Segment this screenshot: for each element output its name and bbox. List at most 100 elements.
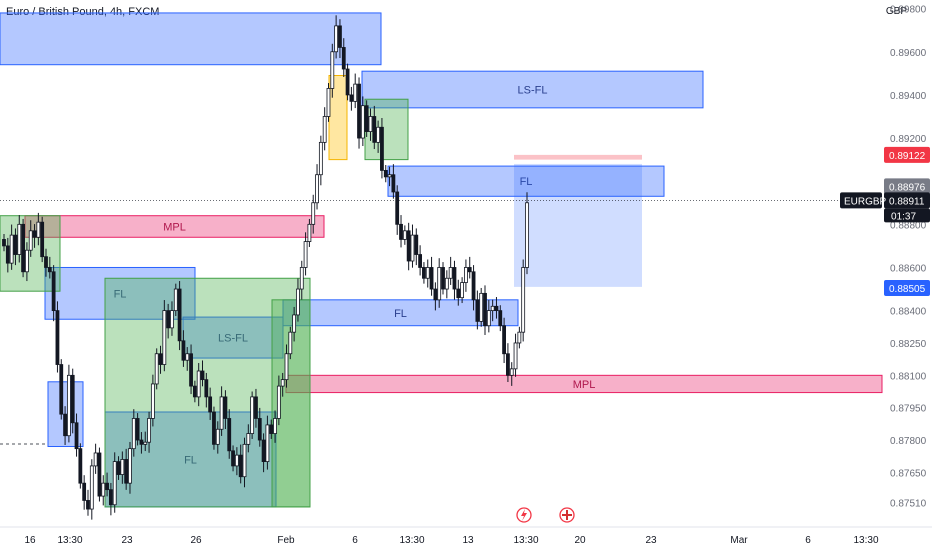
candle-body xyxy=(383,170,388,178)
y-tick-label: 0.89400 xyxy=(890,91,927,102)
candle-body xyxy=(170,310,174,329)
candle-body xyxy=(181,340,186,361)
currency-label: GBP xyxy=(885,6,907,17)
countdown-label: 01:37 xyxy=(891,211,916,222)
candle-body xyxy=(330,51,335,89)
candle-body xyxy=(425,267,430,279)
candle-body xyxy=(360,105,365,139)
candle-body xyxy=(227,418,232,452)
x-tick-label: 13:30 xyxy=(513,535,538,546)
candle-body xyxy=(288,331,293,355)
candle-body xyxy=(55,310,60,365)
candle-body xyxy=(74,422,79,450)
zone-yellow-14 xyxy=(328,74,348,161)
zone-label-5: FL xyxy=(394,308,407,320)
candle-body xyxy=(97,452,102,497)
zone-label-1: LS-FL xyxy=(518,85,548,97)
candle-body xyxy=(66,374,71,437)
x-tick-label: Mar xyxy=(730,535,748,546)
x-tick-label: 13:30 xyxy=(853,535,878,546)
y-tick-label: 0.87950 xyxy=(890,404,927,415)
candle-body xyxy=(185,353,190,361)
price-tag-label: 0.88505 xyxy=(889,284,926,295)
candle-body xyxy=(414,234,419,255)
candle-body xyxy=(490,305,495,312)
candle-body xyxy=(475,299,480,322)
candle-body xyxy=(234,454,239,467)
candle-body xyxy=(162,310,167,365)
candle-body xyxy=(93,452,98,467)
zone-blue-2 xyxy=(387,165,665,197)
x-tick-label: 16 xyxy=(24,535,36,546)
candle-body xyxy=(196,370,201,398)
candle-body xyxy=(212,411,216,445)
y-tick-label: 0.87510 xyxy=(890,499,927,510)
candle-body xyxy=(517,331,522,344)
candle-body xyxy=(292,314,297,333)
candle-body xyxy=(250,396,255,434)
candle-body xyxy=(204,379,209,398)
candle-body xyxy=(70,374,75,424)
zone-blue-1 xyxy=(361,70,704,109)
candle-body xyxy=(471,271,476,301)
candle-body xyxy=(139,439,144,445)
candle-body xyxy=(147,418,151,443)
candle-body xyxy=(452,267,457,290)
symbol-tag-label: EURGBP xyxy=(844,196,887,207)
candle-body xyxy=(486,310,491,327)
candle-body xyxy=(36,221,41,238)
candle-body xyxy=(59,364,64,415)
candle-body xyxy=(158,353,163,365)
candle-body xyxy=(120,459,125,475)
chart-title: Euro / British Pound, 4h, FXCM xyxy=(6,6,160,18)
candle-body xyxy=(464,267,468,283)
candle-body xyxy=(131,418,136,450)
x-tick-label: 6 xyxy=(352,535,358,546)
candle-body xyxy=(345,68,350,96)
y-tick-label: 0.88600 xyxy=(890,263,927,274)
x-tick-label: 6 xyxy=(805,535,811,546)
candle-body xyxy=(284,353,289,381)
x-tick-label: 26 xyxy=(190,535,202,546)
candle-body xyxy=(108,489,113,506)
candle-body xyxy=(242,443,247,478)
x-tick-label: 13 xyxy=(462,535,474,546)
candle-body xyxy=(418,254,423,268)
y-tick-label: 0.88100 xyxy=(890,371,927,382)
candle-body xyxy=(502,325,506,355)
candle-body xyxy=(192,385,197,398)
symbol-tag xyxy=(840,192,882,209)
candle-body xyxy=(154,353,159,385)
y-tick-label: 0.88250 xyxy=(890,339,927,350)
candle-body xyxy=(441,267,445,290)
candle-body xyxy=(364,105,369,132)
candle-body xyxy=(215,428,220,445)
zone-blue-0 xyxy=(0,12,382,66)
candle-body xyxy=(448,267,453,279)
candle-body xyxy=(387,174,392,178)
candle-body xyxy=(368,116,373,132)
candle-body xyxy=(521,267,526,333)
countdown-bg xyxy=(884,208,930,223)
candle-body xyxy=(460,282,465,299)
candle-body xyxy=(219,396,224,430)
candle-body xyxy=(402,230,407,240)
candle-body xyxy=(208,396,213,413)
candle-body xyxy=(326,88,331,117)
lightning-glyph xyxy=(521,509,527,521)
candle-body xyxy=(399,223,403,240)
candle-body xyxy=(525,202,529,268)
candle-body xyxy=(63,413,67,437)
candle-body xyxy=(322,116,327,143)
candle-body xyxy=(5,245,10,264)
candle-body xyxy=(406,230,411,262)
candle-body xyxy=(143,441,148,445)
candle-body xyxy=(13,234,18,255)
candle-body xyxy=(280,379,285,387)
x-tick-label: 20 xyxy=(574,535,586,546)
candle-body xyxy=(456,288,461,299)
candle-body xyxy=(82,482,87,501)
candle-body xyxy=(28,230,33,251)
